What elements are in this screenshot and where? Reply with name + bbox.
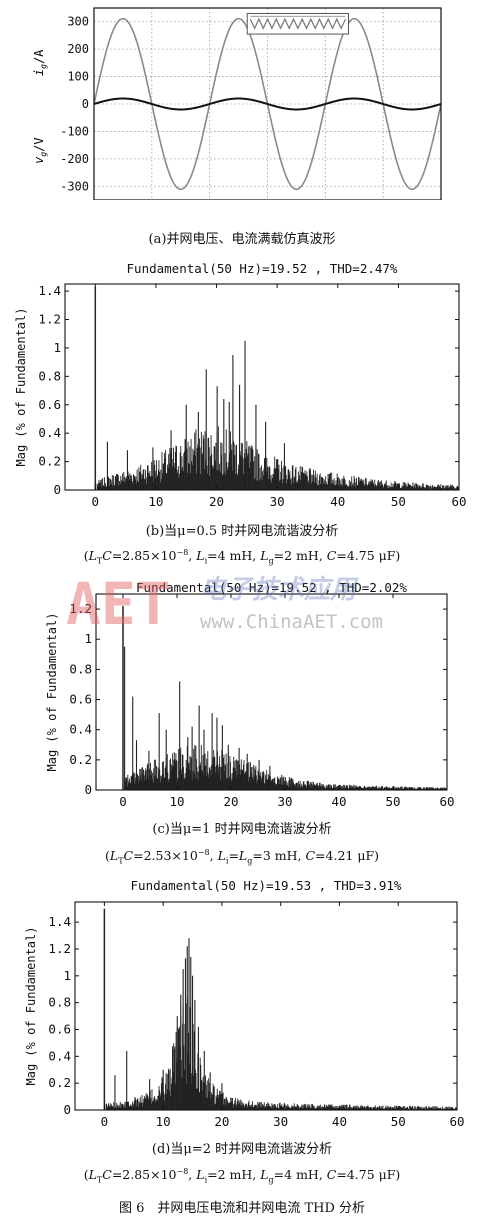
x-tick-label: 0 [92,494,100,509]
y-tick-label: 0.8 [38,368,61,383]
x-tick-label: 10 [156,1114,171,1129]
x-tick-label: 10 [169,794,184,809]
plot-frame [64,283,460,491]
x-tick-label: 0 [119,794,127,809]
params-b: (LTC=2.85×10−8, Li=4 mH, Lg=2 mH, C=4.75… [83,548,401,566]
y-tick-label: 0.6 [38,397,61,412]
x-tick-label: 20 [223,794,238,809]
y-tick-label: 1.4 [38,283,61,298]
y-tick-label: 1.4 [48,914,71,929]
y-tick-label: 0.2 [38,454,61,469]
y-tick-label: 0.8 [69,661,92,676]
x-tick-label: 40 [330,494,345,509]
y-tick-label: 0.8 [48,995,71,1010]
y-tick-label: 0.6 [69,692,92,707]
caption-d: (d)当μ=2 时并网电流谐波分析 [151,1142,333,1157]
y-tick-label: 1.2 [69,601,92,616]
y-axis-label: Mag (% of Fundamental) [14,308,28,467]
caption-c: (c)当μ=1 时并网电流谐波分析 [152,822,332,837]
y-tick-label: 0.6 [48,1021,71,1036]
caption-a: (a)并网电压、电流满载仿真波形 [148,232,336,247]
chart-title: Fundamental(50 Hz)=19.52 , THD=2.02% [136,580,407,595]
harmonic-chart-d: Fundamental(50 Hz)=19.53 , THD=3.91%0 10 2… [24,878,465,1129]
plot-frame [93,7,442,200]
y-tick-label: 0 [84,782,92,797]
x-tick-label: 40 [331,794,346,809]
y-tick-label: 1 [63,968,71,983]
params-c: (LTC=2.53×10−8, Li=Lg=3 mH, C=4.21 μF) [105,848,379,866]
ylabel-current: ig/A [32,49,48,76]
y-tick-label: 1.2 [48,941,71,956]
x-tick-label: 20 [209,494,224,509]
y-tick-label: 0.4 [38,425,61,440]
harmonic-bars [122,606,447,790]
y-tick-label: 0 [63,1102,71,1117]
x-tick-label: 60 [439,794,454,809]
y-tick-label: -200 [60,152,89,166]
caption-b: (b)当μ=0.5 时并网电流谐波分析 [145,524,339,539]
y-tick-label: 300 [67,15,89,29]
chart-title: Fundamental(50 Hz)=19.53 , THD=3.91% [131,878,402,893]
y-tick-label: 1 [53,340,61,355]
x-tick-label: 30 [277,794,292,809]
harmonic-chart-b: Fundamental(50 Hz)=19.52 , THD=2.47%0 10 2… [14,261,467,509]
chart-title: Fundamental(50 Hz)=19.52 , THD=2.47% [127,261,398,276]
x-tick-label: 60 [449,1114,464,1129]
ylabel-voltage: vg/V [32,137,48,164]
y-tick-label: -100 [60,124,89,138]
current-waveform [93,97,442,111]
x-tick-label: 20 [214,1114,229,1129]
x-tick-label: 40 [332,1114,347,1129]
x-tick-label: 60 [451,494,466,509]
waveform-chart: 0.040.050.060.070.080.090.13002001000-10… [32,7,442,200]
y-tick-label: 0 [82,97,89,111]
watermark-slogan: 电子技术应用 [200,575,359,605]
y-tick-label: 0.4 [48,1048,71,1063]
watermark-url: www.ChinaAET.com [200,611,383,633]
y-axis-label: Mag (% of Fundamental) [45,613,59,772]
plot-frame [95,593,448,791]
inset-ripple-trace [249,17,347,30]
y-tick-label: -300 [60,179,89,193]
x-tick-label: 50 [391,1114,406,1129]
y-tick-label: 0.2 [69,752,92,767]
x-tick-label: 10 [148,494,163,509]
x-tick-label: 0 [101,1114,109,1129]
y-tick-label: 0.2 [48,1075,71,1090]
y-tick-label: 100 [67,70,89,84]
params-d: (LTC=2.85×10−8, Li=2 mH, Lg=4 mH, C=4.75… [83,1167,401,1185]
y-tick-label: 1.2 [38,312,61,327]
y-tick-label: 200 [67,42,89,56]
harmonic-bars [94,286,459,490]
watermark-logo: AET 电子技术应用 www.ChinaAET.com [66,570,383,638]
y-tick-label: 0 [53,482,61,497]
y-tick-label: 1 [84,631,92,646]
x-tick-label: 30 [273,1114,288,1129]
inset-zoom-box [246,12,349,35]
harmonic-chart-c: Fundamental(50 Hz)=19.52 , THD=2.02%0 10 2… [45,580,455,809]
y-tick-label: 0.4 [69,722,92,737]
x-tick-label: 30 [270,494,285,509]
watermark-aet: AET [66,570,171,638]
y-axis-label: Mag (% of Fundamental) [24,927,38,1086]
x-tick-label: 50 [391,494,406,509]
figure-caption: 图 6 并网电压电流和并网电流 THD 分析 [118,1201,366,1216]
plot-frame [74,901,458,1111]
harmonic-bars [103,908,457,1110]
x-tick-label: 50 [385,794,400,809]
